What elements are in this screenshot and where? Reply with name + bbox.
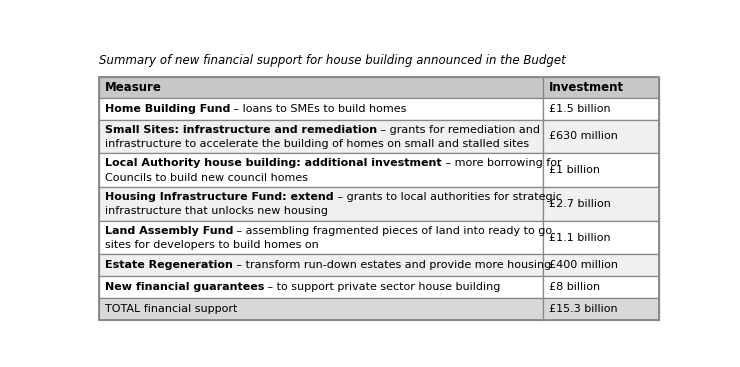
Text: Local Authority house building: additional investment: Local Authority house building: addition… [105, 159, 442, 168]
Text: – to support private sector house building: – to support private sector house buildi… [264, 282, 501, 292]
Text: TOTAL financial support: TOTAL financial support [105, 304, 238, 314]
Bar [543, 221, 659, 254]
Text: – more borrowing for: – more borrowing for [442, 159, 562, 168]
Text: New financial guarantees: New financial guarantees [105, 282, 264, 292]
Text: – grants to local authorities for strategic: – grants to local authorities for strate… [334, 192, 562, 202]
Bar [543, 77, 659, 98]
Bar [99, 298, 543, 320]
Bar [99, 77, 543, 98]
Text: £15.3 billion: £15.3 billion [549, 304, 618, 314]
Text: Land Assembly Fund: Land Assembly Fund [105, 226, 234, 236]
Text: £2.7 billion: £2.7 billion [549, 199, 610, 209]
Bar [543, 120, 659, 153]
Text: infrastructure that unlocks new housing: infrastructure that unlocks new housing [105, 206, 328, 216]
Bar [99, 98, 543, 120]
Bar [543, 98, 659, 120]
Text: £400 million: £400 million [549, 260, 618, 270]
Text: – grants for remediation and: – grants for remediation and [377, 125, 540, 135]
Text: – loans to SMEs to build homes: – loans to SMEs to build homes [230, 104, 407, 114]
Text: Home Building Fund: Home Building Fund [105, 104, 230, 114]
Text: Housing Infrastructure Fund: extend: Housing Infrastructure Fund: extend [105, 192, 334, 202]
Bar [543, 187, 659, 221]
Text: £1.1 billion: £1.1 billion [549, 233, 610, 243]
Bar [99, 187, 543, 221]
Bar [99, 221, 543, 254]
Text: Estate Regeneration: Estate Regeneration [105, 260, 233, 270]
Text: Measure: Measure [105, 81, 162, 94]
Bar [99, 120, 543, 153]
Text: Small Sites: infrastructure and remediation: Small Sites: infrastructure and remediat… [105, 125, 377, 135]
Text: sites for developers to build homes on: sites for developers to build homes on [105, 240, 319, 250]
Text: Investment: Investment [549, 81, 624, 94]
Text: £1.5 billion: £1.5 billion [549, 104, 610, 114]
Bar [543, 298, 659, 320]
Text: Councils to build new council homes: Councils to build new council homes [105, 172, 308, 183]
Bar [99, 276, 543, 298]
Bar [99, 153, 543, 187]
Text: £8 billion: £8 billion [549, 282, 600, 292]
Bar [543, 276, 659, 298]
Text: £1 billion: £1 billion [549, 165, 600, 175]
Text: infrastructure to accelerate the building of homes on small and stalled sites: infrastructure to accelerate the buildin… [105, 139, 529, 149]
Bar [543, 254, 659, 276]
Text: £630 million: £630 million [549, 131, 618, 142]
Bar [99, 77, 659, 320]
Text: – transform run-down estates and provide more housing: – transform run-down estates and provide… [233, 260, 551, 270]
Bar [99, 254, 543, 276]
Bar [543, 153, 659, 187]
Text: Summary of new financial support for house building announced in the Budget: Summary of new financial support for hou… [99, 54, 566, 67]
Text: – assembling fragmented pieces of land into ready to go: – assembling fragmented pieces of land i… [234, 226, 553, 236]
